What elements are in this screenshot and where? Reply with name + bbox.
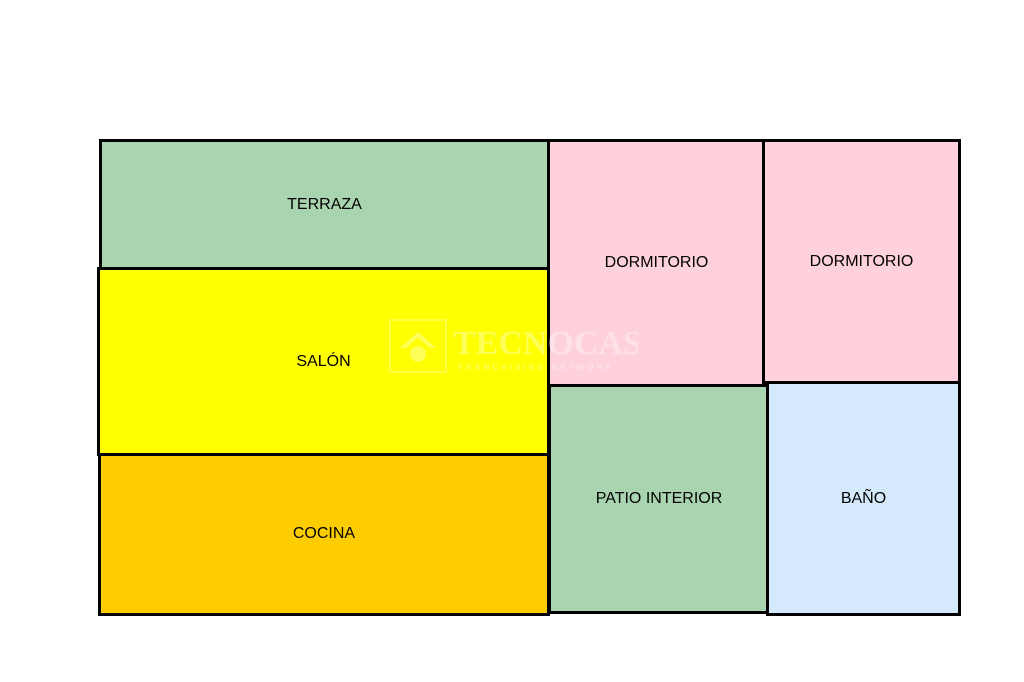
room-cocina: COCINA: [98, 452, 550, 616]
room-label: BAÑO: [840, 489, 887, 507]
room-terraza: TERRAZA: [99, 139, 550, 271]
room-patio-interior: PATIO INTERIOR: [548, 384, 770, 614]
room-salon: SALÓN: [97, 267, 550, 456]
room-label: SALÓN: [296, 352, 351, 370]
room-label: TERRAZA: [287, 196, 362, 213]
room-bano: BAÑO: [766, 381, 961, 616]
room-label: PATIO INTERIOR: [595, 490, 723, 507]
room-label: COCINA: [292, 525, 356, 542]
room-dormitorio-1: DORMITORIO: [547, 139, 766, 387]
room-dormitorio-2: DORMITORIO: [762, 139, 961, 384]
room-label: DORMITORIO: [604, 254, 709, 271]
room-label: DORMITORIO: [809, 252, 914, 270]
